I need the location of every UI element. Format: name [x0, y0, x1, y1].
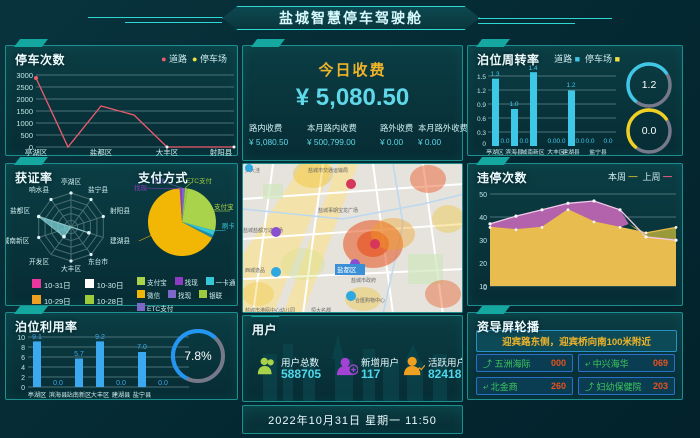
- svg-text:盐城市港瓯中心幼儿园: 盐城市港瓯中心幼儿园: [245, 307, 295, 313]
- svg-text:0.9: 0.9: [477, 102, 486, 109]
- svg-text:0.6: 0.6: [477, 116, 486, 123]
- svg-text:盐都区: 盐都区: [337, 265, 357, 274]
- svg-text:盐宁县: 盐宁县: [133, 391, 152, 399]
- svg-text:0.0: 0.0: [116, 380, 126, 387]
- svg-text:2500: 2500: [16, 83, 33, 92]
- svg-text:滨海县: 滨海县: [49, 391, 68, 399]
- svg-text:0.0: 0.0: [158, 380, 168, 387]
- svg-text:40: 40: [479, 215, 487, 222]
- svg-text:盐城市交通运输局: 盐城市交通运输局: [308, 167, 348, 174]
- svg-text:射阳县: 射阳县: [110, 206, 130, 215]
- svg-text:开发区: 开发区: [29, 257, 49, 266]
- svg-text:射阳县: 射阳县: [210, 147, 233, 157]
- svg-text:1000: 1000: [16, 119, 33, 128]
- svg-text:盐宁县: 盐宁县: [88, 185, 108, 194]
- svg-text:ETC支付: ETC支付: [186, 178, 213, 185]
- svg-text:0.0: 0.0: [585, 138, 594, 145]
- svg-text:建湖县: 建湖县: [562, 148, 580, 156]
- svg-text:3000: 3000: [16, 71, 33, 80]
- svg-text:6: 6: [21, 355, 25, 362]
- svg-text:0: 0: [483, 285, 487, 292]
- svg-text:0.0: 0.0: [519, 138, 528, 145]
- svg-text:0.0: 0.0: [500, 138, 509, 145]
- svg-text:亭湖区: 亭湖区: [25, 147, 48, 157]
- svg-text:亭湖区: 亭湖区: [28, 391, 47, 399]
- svg-text:响水县: 响水县: [29, 185, 49, 194]
- svg-text:站南新区: 站南新区: [67, 391, 92, 399]
- svg-text:城南新区: 城南新区: [6, 236, 30, 245]
- svg-text:10: 10: [17, 335, 25, 342]
- svg-text:城南新区: 城南新区: [521, 148, 544, 156]
- svg-text:盐城事期宝龙广场: 盐城事期宝龙广场: [318, 207, 358, 214]
- svg-text:支付宝: 支付宝: [214, 202, 234, 211]
- svg-text:7.0: 7.0: [137, 344, 147, 351]
- svg-text:1.2: 1.2: [566, 82, 575, 89]
- svg-text:0.3: 0.3: [477, 130, 486, 137]
- svg-text:30: 30: [479, 238, 487, 245]
- svg-text:亭湖区: 亭湖区: [486, 148, 504, 156]
- svg-text:建湖县: 建湖县: [112, 391, 131, 399]
- svg-text:0: 0: [21, 385, 25, 392]
- svg-text:2: 2: [21, 375, 25, 382]
- svg-text:滨海县: 滨海县: [505, 148, 523, 156]
- svg-text:1.2: 1.2: [477, 88, 486, 95]
- svg-text:0.0: 0.0: [53, 380, 63, 387]
- svg-text:西城逸品: 西城逸品: [245, 267, 265, 274]
- svg-text:1.0: 1.0: [509, 101, 518, 108]
- svg-text:20: 20: [479, 261, 487, 268]
- svg-text:0.0: 0.0: [603, 138, 612, 145]
- svg-text:盐都区: 盐都区: [90, 147, 113, 157]
- svg-text:500: 500: [20, 131, 33, 140]
- svg-text:东台市: 东台市: [88, 257, 108, 266]
- svg-text:合匯购物中心: 合匯购物中心: [355, 297, 385, 304]
- svg-text:亭湖区: 亭湖区: [61, 177, 81, 186]
- svg-text:50: 50: [479, 192, 487, 199]
- svg-text:2000: 2000: [16, 95, 33, 104]
- svg-text:恒大名郡: 恒大名郡: [311, 307, 331, 313]
- svg-text:大丰区: 大丰区: [91, 391, 110, 399]
- svg-text:9.1: 9.1: [32, 334, 42, 341]
- svg-text:大丰区: 大丰区: [156, 147, 179, 157]
- svg-text:刷卡: 刷卡: [222, 221, 234, 230]
- svg-text:0.0: 0.0: [547, 138, 556, 145]
- svg-text:1500: 1500: [16, 107, 33, 116]
- svg-text:8: 8: [21, 345, 25, 352]
- svg-text:9.2: 9.2: [95, 334, 105, 341]
- svg-text:盐城市政府: 盐城市政府: [351, 277, 376, 284]
- svg-text:0.0: 0.0: [556, 138, 565, 145]
- svg-text:1.3: 1.3: [490, 71, 499, 78]
- svg-text:4: 4: [21, 365, 25, 372]
- svg-text:建湖县: 建湖县: [110, 236, 130, 245]
- svg-text:0.0: 0.0: [575, 138, 584, 145]
- svg-text:0: 0: [482, 141, 486, 148]
- svg-text:盐都区: 盐都区: [10, 206, 30, 215]
- svg-text:大丰区: 大丰区: [61, 264, 81, 273]
- svg-text:1.5: 1.5: [477, 74, 486, 81]
- svg-text:5.7: 5.7: [74, 351, 84, 358]
- svg-text:盐宁县: 盐宁县: [589, 148, 607, 156]
